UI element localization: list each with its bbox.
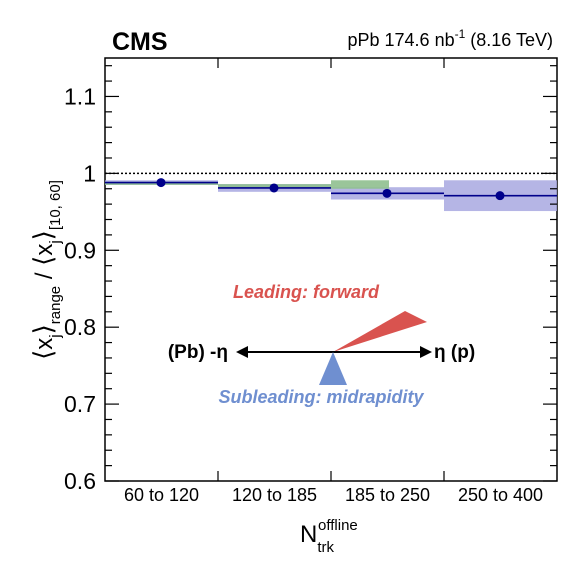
right-eta-label: η (p) [434, 342, 475, 363]
y-tick-label-5: 1.1 [64, 83, 96, 109]
eta-left-arrowhead [236, 346, 248, 358]
x-tick-label-2: 120 to 185 [232, 485, 317, 505]
eta-right-arrowhead [420, 346, 432, 358]
y-axis-label: ⟨xj⟩range / ⟨xj⟩[10, 60] [28, 180, 64, 360]
subleading-wedge [319, 352, 347, 385]
leading-wedge [333, 311, 427, 352]
data-point-1 [156, 178, 166, 188]
y-tick-label-1: 0.7 [64, 391, 96, 417]
data-point-2 [269, 183, 279, 193]
svg-text:⟨xj⟩range / ⟨xj⟩[10, 60]: ⟨xj⟩range / ⟨xj⟩[10, 60] [28, 180, 64, 360]
lumi-label: pPb 174.6 nb-1 (8.16 TeV) [347, 27, 553, 50]
y-tick-label-2: 0.8 [64, 314, 96, 340]
data-point-4 [495, 191, 505, 201]
subleading-label: Subleading: midrapidity [218, 387, 424, 407]
green-band-3 [331, 180, 389, 189]
cms-label: CMS [112, 28, 168, 56]
y-tick-label-4: 1 [83, 160, 96, 186]
y-tick-label-3: 0.9 [64, 237, 96, 263]
x-tick-label-3: 185 to 250 [345, 485, 430, 505]
plot-frame [104, 57, 558, 482]
x-tick-label-4: 250 to 400 [458, 485, 543, 505]
data-points [156, 178, 505, 201]
y-axis-ticks: 0.6 0.7 0.8 0.9 1 1.1 [64, 65, 557, 494]
x-axis-ticks: 60 to 120 120 to 185 185 to 250 250 to 400 [124, 58, 543, 505]
left-eta-label: (Pb) -η [168, 342, 228, 363]
data-point-3 [382, 188, 392, 198]
y-tick-label-0: 0.6 [64, 468, 96, 494]
x-axis-label: Ntrk [300, 521, 335, 556]
leading-label: Leading: forward [233, 282, 380, 302]
x-axis-label-sup: offline [318, 517, 358, 534]
x-tick-label-1: 60 to 120 [124, 485, 199, 505]
